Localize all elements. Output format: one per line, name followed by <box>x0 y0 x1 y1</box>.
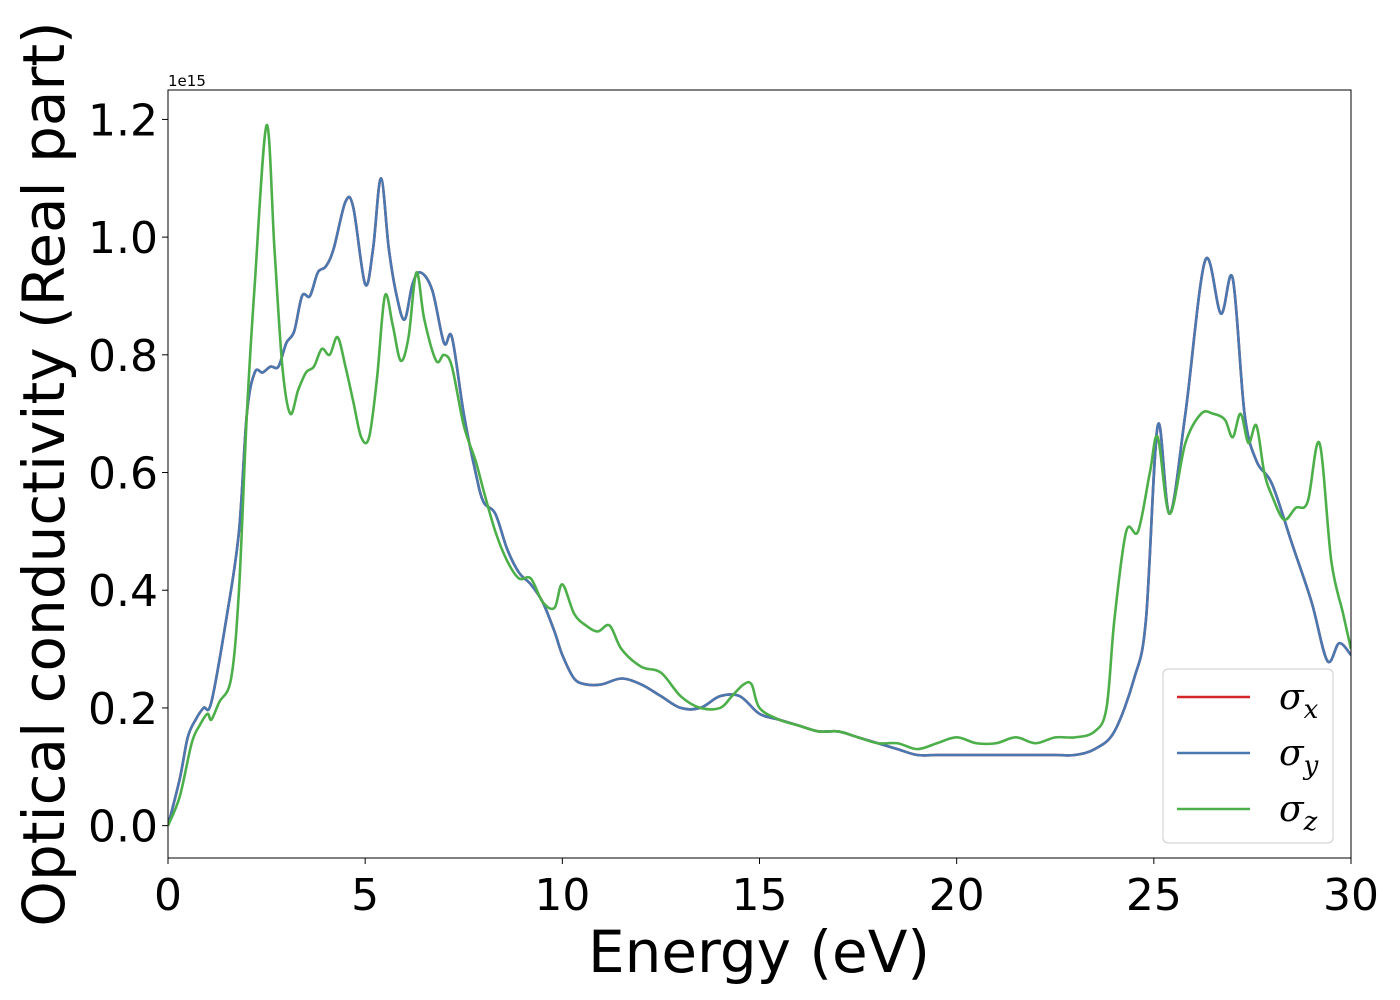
y-tick-label: 0.2 <box>88 684 158 735</box>
x-tick-label: 10 <box>534 870 590 921</box>
series-line-sigma-y <box>168 176 1351 826</box>
legend-box <box>1162 668 1334 844</box>
x-tick-label: 30 <box>1323 870 1379 921</box>
y-tick-label: 0.8 <box>88 331 158 382</box>
y-tick-label: 1.0 <box>88 213 158 264</box>
x-tick-label: 5 <box>351 870 379 921</box>
x-axis-title: Energy (eV) <box>588 918 930 986</box>
series-line-sigma-z <box>168 123 1351 827</box>
legend-label-sigma-z: σz <box>1279 789 1318 837</box>
y-tick-labels: 0.0 0.2 0.4 0.6 0.8 1.0 1.2 <box>88 95 168 853</box>
y-tick-label: 0.0 <box>88 802 158 853</box>
y-tick-label: 0.6 <box>88 449 158 500</box>
y-tick-label: 0.4 <box>88 566 158 617</box>
plot-lines <box>168 123 1351 827</box>
x-tick-label: 15 <box>732 870 788 921</box>
x-tick-label: 0 <box>154 870 182 921</box>
x-tick-labels: 0 5 10 15 20 25 30 <box>154 858 1379 921</box>
x-tick-label: 20 <box>929 870 985 921</box>
plot-frame <box>167 89 1352 859</box>
y-axis-title: Optical conductivity (Real part) <box>10 21 78 926</box>
y-offset-label: 1e15 <box>168 72 206 90</box>
x-tick-label: 25 <box>1126 870 1182 921</box>
y-tick-label: 1.2 <box>88 95 158 146</box>
